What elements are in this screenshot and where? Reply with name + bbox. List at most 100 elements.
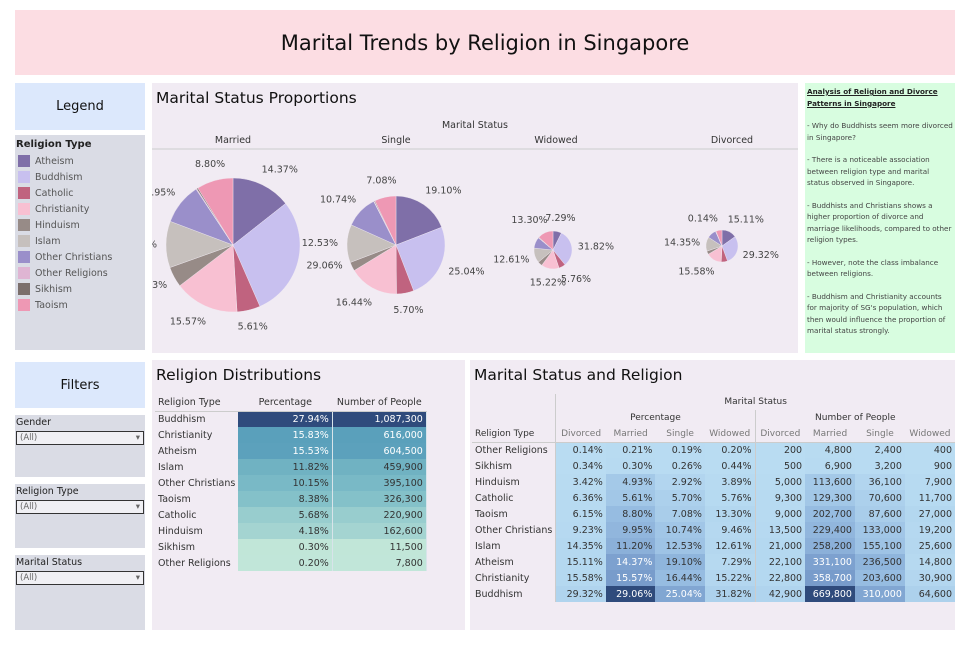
legend-item-hinduism[interactable]: Hinduism: [16, 217, 145, 233]
pie-slice-married-buddhism[interactable]: [232, 203, 301, 307]
dashboard-title: Marital Trends by Religion in Singapore: [15, 10, 955, 75]
color-swatch: [18, 203, 30, 215]
table-row: Atheism 15.53% 604,500: [155, 443, 427, 459]
percentage-cell: 15.58%: [555, 570, 606, 586]
legend-label: Other Religions: [35, 267, 108, 279]
count-cell: 19,200: [904, 522, 955, 538]
percentage-cell: 7.29%: [704, 554, 756, 570]
percentage-cell: 5.68%: [238, 507, 333, 523]
pie-slice-married-christianity[interactable]: [179, 244, 238, 313]
legend-label: Sikhism: [35, 283, 73, 295]
pie-slice-married-taoism[interactable]: [197, 177, 234, 246]
table-row: Sikhism 0.34% 0.30% 0.26% 0.44% 500 6,900 3,200…: [472, 458, 955, 474]
count-cell: 459,900: [332, 459, 427, 475]
percentage-cell: 3.89%: [704, 474, 756, 490]
legend-item-buddhism[interactable]: Buddhism: [16, 169, 145, 185]
pie-data-label: 5.70%: [393, 305, 423, 316]
pie-slice-single-atheism[interactable]: [395, 195, 442, 246]
analysis-point: - However, note the class imbalance betw…: [807, 257, 939, 279]
table-row: Buddhism 29.32% 29.06% 25.04% 31.82% 42,900 66…: [472, 586, 955, 602]
status-header-single: Single: [854, 426, 905, 443]
table-row: Christianity 15.83% 616,000: [155, 427, 427, 443]
filter-dropdown[interactable]: (All) ▾: [16, 571, 144, 585]
pie-data-label: 0.14%: [688, 214, 718, 225]
legend-item-catholic[interactable]: Catholic: [16, 185, 145, 201]
religion-name: Atheism: [472, 554, 557, 570]
marital-religion-heatmap: Marital Status Percentage Number of Peopl…: [472, 394, 955, 602]
percentage-cell: 12.53%: [655, 538, 705, 554]
pie-data-label: 15.57%: [170, 316, 206, 327]
legend-item-other-religions[interactable]: Other Religions: [16, 265, 145, 281]
religion-name: Sikhism: [158, 541, 196, 553]
percentage-cell: 10.15%: [238, 475, 333, 491]
pie-data-label: 29.06%: [306, 260, 342, 271]
count-cell: 70,600: [854, 490, 905, 506]
percentage-cell: 10.74%: [655, 522, 705, 538]
table-row: Hinduism 4.18% 162,600: [155, 523, 427, 539]
count-cell: 162,600: [332, 523, 427, 539]
percentage-cell: 0.30%: [238, 539, 333, 555]
pie-data-label: 19.10%: [425, 186, 461, 197]
table-row: Atheism 15.11% 14.37% 19.10% 7.29% 22,100 331,…: [472, 554, 955, 570]
percentage-cell: 25.04%: [655, 586, 705, 602]
legend-item-other-christians[interactable]: Other Christians: [16, 249, 145, 265]
religion-name: Taoism: [472, 506, 557, 522]
pie-slice-widowed-taoism[interactable]: [538, 230, 554, 251]
count-cell: 13,500: [755, 522, 806, 538]
pie-label-divorced: Divorced: [711, 135, 753, 146]
legend-item-christianity[interactable]: Christianity: [16, 201, 145, 217]
religion-name: Catholic: [472, 490, 557, 506]
filter-dropdown[interactable]: (All) ▾: [16, 431, 144, 445]
percentage-cell: 11.82%: [238, 459, 333, 475]
count-cell: 500: [755, 458, 806, 474]
percentage-cell: 6.36%: [555, 490, 606, 506]
filter-religion-type: Religion Type (All) ▾: [15, 484, 145, 548]
chevron-down-icon: ▾: [135, 433, 140, 443]
legend-item-islam[interactable]: Islam: [16, 233, 145, 249]
pie-slice-single-buddhism[interactable]: [395, 226, 446, 291]
count-cell: 7,900: [904, 474, 955, 490]
pie-slice-married-atheism[interactable]: [232, 177, 286, 246]
religion-name: Christianity: [472, 570, 557, 586]
color-swatch: [18, 187, 30, 199]
percentage-cell: 0.26%: [655, 458, 705, 474]
legend-item-atheism[interactable]: Atheism: [16, 153, 145, 169]
count-cell: 133,000: [854, 522, 905, 538]
table-row: Buddhism 27.94% 1,087,300: [155, 411, 427, 427]
count-cell: 3,200: [854, 458, 905, 474]
row-header: Religion Type: [472, 426, 557, 443]
pie-label-single: Single: [381, 135, 410, 146]
percentage-cell: 0.21%: [605, 442, 656, 458]
pie-data-label: 4.93%: [152, 280, 167, 291]
pie-slice-single-taoism[interactable]: [374, 195, 397, 246]
legend-item-sikhism[interactable]: Sikhism: [16, 281, 145, 297]
count-cell: 236,500: [854, 554, 905, 570]
count-cell: 87,600: [854, 506, 905, 522]
status-header-married: Married: [805, 426, 855, 443]
pie-slice-single-christianity[interactable]: [353, 244, 397, 295]
filter-dropdown[interactable]: (All) ▾: [16, 500, 144, 514]
count-cell: 27,000: [904, 506, 955, 522]
percentage-cell: 4.18%: [238, 523, 333, 539]
status-header-married: Married: [605, 426, 656, 443]
pie-data-label: 11.20%: [152, 239, 157, 250]
color-swatch: [18, 267, 30, 279]
pie-slice-divorced-buddhism[interactable]: [721, 236, 739, 262]
count-cell: 331,100: [805, 554, 855, 570]
table-row: Christianity 15.58% 15.57% 16.44% 15.22% 22,8…: [472, 570, 955, 586]
count-cell: 42,900: [755, 586, 806, 602]
percentage-cell: 27.94%: [238, 411, 333, 427]
pie-slice-widowed-buddhism[interactable]: [552, 232, 573, 266]
religion-name: Hinduism: [158, 525, 203, 537]
pie-slice-divorced-taoism[interactable]: [715, 229, 723, 247]
color-swatch: [18, 155, 30, 167]
marital-status-proportions-panel: Marital Status Proportions Marital Statu…: [152, 83, 798, 353]
religion-distribution-table: Religion Type Percentage Number of Peopl…: [155, 395, 427, 571]
religion-name: Islam: [158, 461, 184, 473]
legend-item-taoism[interactable]: Taoism: [16, 297, 145, 313]
color-swatch: [18, 251, 30, 263]
table-row: Other Religions 0.14% 0.21% 0.19% 0.20% 200 4,…: [472, 442, 955, 458]
status-header-divorced: Divorced: [755, 426, 806, 443]
legend-label: Islam: [35, 235, 61, 247]
percentage-cell: 5.61%: [605, 490, 656, 506]
